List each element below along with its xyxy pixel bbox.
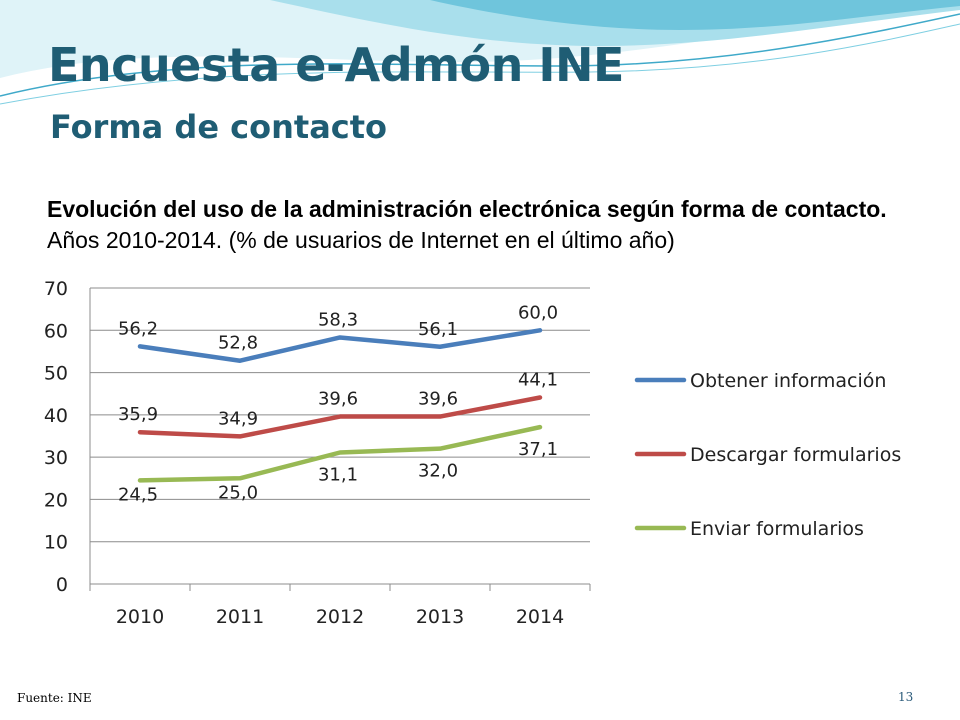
y-tick-label: 60 — [44, 320, 68, 342]
footer-source: Fuente: INE — [17, 691, 92, 705]
data-label: 39,6 — [318, 389, 358, 410]
chart-title-rest: Años 2010-2014. (% de usuarios de Intern… — [47, 227, 675, 253]
page-number: 13 — [898, 690, 914, 704]
data-label: 35,9 — [118, 404, 158, 425]
legend-label: Descargar formularios — [690, 444, 901, 466]
x-tick-label: 2014 — [516, 606, 564, 628]
x-tick-label: 2010 — [116, 606, 164, 628]
x-tick-label: 2013 — [416, 606, 464, 628]
data-label: 34,9 — [218, 408, 258, 429]
legend-label: Obtener información — [690, 370, 886, 392]
x-tick-label: 2012 — [316, 606, 364, 628]
slide-subtitle: Forma de contacto — [50, 108, 388, 146]
data-label: 24,5 — [118, 484, 158, 505]
y-tick-label: 70 — [44, 278, 68, 300]
header-banner — [0, 0, 960, 105]
data-label: 44,1 — [518, 370, 558, 391]
y-tick-label: 0 — [56, 574, 68, 596]
data-label: 39,6 — [418, 389, 458, 410]
chart-title: Evolución del uso de la administración e… — [47, 194, 927, 256]
data-label: 32,0 — [418, 461, 458, 482]
y-tick-label: 30 — [44, 447, 68, 469]
chart-title-bold: Evolución del uso de la administración e… — [47, 196, 887, 222]
data-label: 31,1 — [318, 464, 358, 485]
slide-title: Encuesta e-Admón INE — [48, 38, 624, 92]
data-label: 58,3 — [318, 309, 358, 330]
line-chart: 0 10 20 30 40 50 60 70 2010 2011 2012 2013 2014 56,2 5… — [44, 278, 901, 628]
y-tick-label: 10 — [44, 532, 68, 554]
y-tick-label: 40 — [44, 405, 68, 427]
data-label: 56,1 — [418, 319, 458, 340]
series-line-3 — [137, 424, 543, 483]
data-label: 56,2 — [118, 318, 158, 339]
series-line-1 — [137, 328, 543, 363]
data-label: 37,1 — [518, 439, 558, 460]
data-label: 25,0 — [218, 482, 258, 503]
data-label: 60,0 — [518, 302, 558, 323]
x-tick-label: 2011 — [216, 606, 264, 628]
series-line-2 — [137, 395, 543, 439]
y-tick-label: 50 — [44, 363, 68, 385]
y-tick-label: 20 — [44, 489, 68, 511]
legend-label: Enviar formularios — [690, 518, 864, 540]
data-label: 52,8 — [218, 333, 258, 354]
